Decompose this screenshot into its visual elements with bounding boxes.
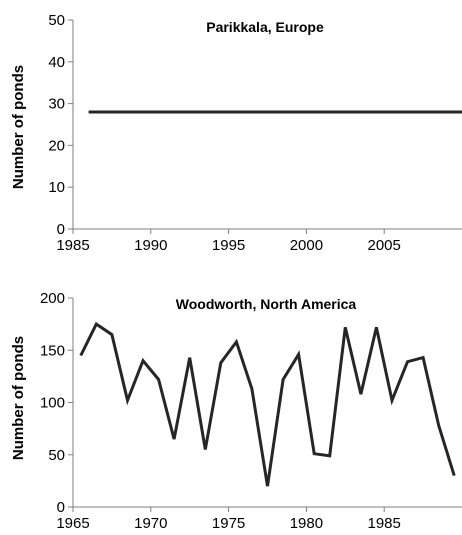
x-tick-label: 1990: [134, 237, 167, 254]
y-tick-label: 150: [40, 342, 65, 359]
y-tick-label: 200: [40, 290, 65, 307]
plot-area: [79, 321, 456, 487]
series-line: [79, 321, 456, 487]
x-tick-label: 1995: [212, 237, 245, 254]
x-tick-label: 1970: [134, 515, 167, 532]
x-tick-label: 2000: [290, 237, 323, 254]
x-tick-label: 1985: [56, 237, 89, 254]
x-tick-label: 1975: [212, 515, 245, 532]
y-axis-title: Number of ponds: [10, 336, 27, 460]
ticks: 0 10 20 30 40 50 1985 1990 1995 2000 2005: [48, 12, 401, 254]
y-tick-label: 40: [48, 54, 65, 71]
y-axis-title: Number of ponds: [10, 65, 27, 189]
axes: [72, 298, 462, 508]
x-tick-label: 2005: [368, 237, 401, 254]
y-tick-label: 20: [48, 137, 65, 154]
chart-title: Parikkala, Europe: [206, 19, 324, 35]
y-tick-label: 50: [48, 447, 65, 464]
ticks: 0 50 100 150 200 1965 1970 1975 1980 1985: [40, 290, 401, 532]
x-tick-label: 1965: [56, 515, 89, 532]
x-tick-label: 1980: [290, 515, 323, 532]
y-tick-label: 0: [57, 221, 65, 238]
y-tick-label: 100: [40, 395, 65, 412]
axes: [72, 20, 462, 230]
chart-title: Woodworth, North America: [176, 296, 357, 312]
chart-woodworth: Woodworth, North America Number of ponds…: [10, 290, 462, 532]
y-tick-label: 50: [48, 12, 65, 29]
y-tick-label: 30: [48, 96, 65, 113]
x-tick-label: 1985: [368, 515, 401, 532]
y-tick-label: 10: [48, 179, 65, 196]
chart-parikkala: Parikkala, Europe Number of ponds 0 10 20 3…: [10, 12, 462, 254]
y-tick-label: 0: [57, 499, 65, 516]
